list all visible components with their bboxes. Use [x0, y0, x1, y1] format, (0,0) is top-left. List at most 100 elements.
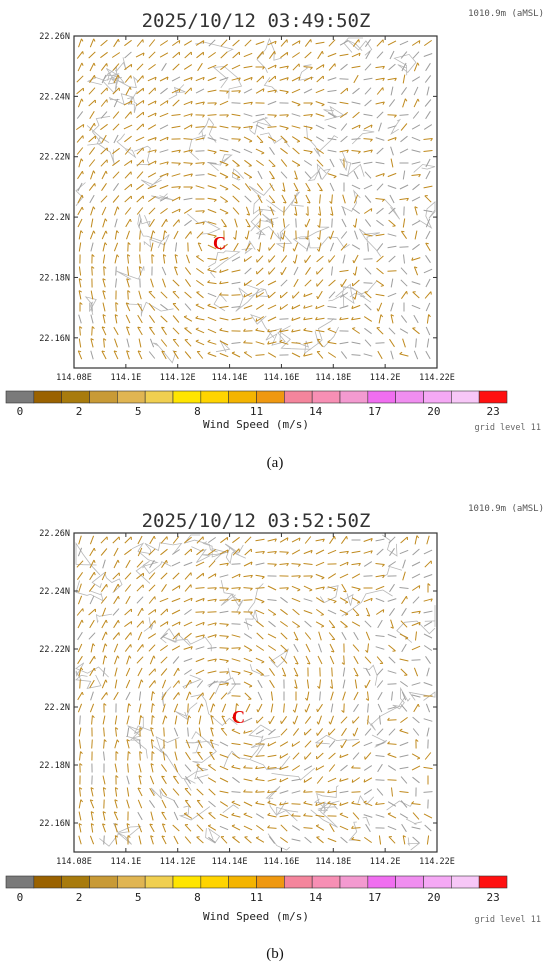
wind-barb [102, 290, 106, 300]
wind-barb [91, 266, 93, 276]
wind-barb [303, 815, 313, 817]
wind-barb-flag [296, 626, 300, 628]
wind-barb [185, 691, 191, 701]
wind-barb-flag [321, 51, 324, 55]
wind-barb-flag [339, 316, 342, 321]
wind-barb [148, 291, 156, 299]
wind-barb [161, 691, 167, 701]
wind-barb [291, 113, 301, 117]
contour-line [187, 213, 221, 235]
wind-barb [315, 113, 325, 117]
wind-barb-flag [297, 589, 301, 592]
wind-barb [291, 537, 301, 543]
wind-barb-flag [238, 599, 241, 603]
wind-barb [184, 608, 192, 616]
wind-barb [196, 51, 204, 59]
wind-barb [101, 74, 107, 84]
wind-barb [268, 159, 276, 167]
wind-barb-flag [273, 563, 277, 567]
wind-barb [113, 595, 119, 605]
wind-barb [220, 196, 228, 202]
wind-barb [364, 327, 372, 335]
contour-line [178, 805, 211, 821]
wind-barb [400, 291, 408, 299]
wind-barb [364, 171, 372, 179]
wind-barb-flag [224, 201, 228, 203]
wind-barb [351, 573, 361, 579]
wind-barb [341, 727, 347, 737]
wind-barb [112, 159, 120, 167]
wind-barb [77, 62, 83, 72]
wind-barb [255, 778, 265, 782]
wind-barb-flag [294, 638, 299, 641]
wind-barb-flag [243, 812, 247, 815]
wind-barb [124, 620, 132, 628]
wind-barb-flag [375, 801, 378, 805]
contour-line [386, 800, 414, 811]
wind-barb [375, 635, 385, 637]
wind-barb [280, 836, 288, 844]
contour-line [168, 84, 186, 100]
wind-barb [111, 52, 121, 58]
wind-barb [89, 703, 95, 713]
wind-barb-flag [94, 75, 96, 79]
wind-barb-flag [291, 329, 294, 333]
wind-barb [136, 99, 144, 107]
wind-barb [291, 597, 301, 603]
wind-barb [172, 572, 180, 580]
wind-barb [102, 559, 106, 569]
wind-barb [159, 100, 169, 106]
wind-barb [232, 183, 240, 191]
wind-barb-flag [93, 38, 96, 42]
wind-barb [101, 631, 107, 641]
wind-barb [353, 254, 359, 264]
colorbar-title: Wind Speed (m/s) [203, 418, 309, 431]
wind-barb [174, 242, 178, 252]
wind-barb [424, 75, 432, 83]
wind-barb-flag [154, 149, 157, 153]
wind-barb [123, 100, 133, 106]
wind-barb [267, 754, 277, 758]
wind-barb [351, 341, 361, 345]
wind-barb [127, 751, 129, 761]
wind-barb [172, 219, 180, 227]
wind-barb [412, 836, 420, 844]
contour-line [127, 90, 138, 114]
wind-barb-flag [406, 198, 409, 202]
wind-barb [195, 162, 205, 164]
wind-barb [100, 692, 108, 700]
wind-barb [126, 739, 130, 749]
wind-barb [257, 679, 263, 689]
wind-barb [148, 800, 156, 808]
colorbar-title: Wind Speed (m/s) [203, 910, 309, 923]
wind-barb [390, 86, 394, 96]
wind-barb [231, 148, 241, 154]
colorbar-tick-label: 23 [486, 891, 499, 904]
contour-line [298, 236, 350, 249]
wind-map-panel-b: 2025/10/12 03:52:50Z 1010.9m (aMSL) 114.… [5, 504, 544, 925]
wind-barb-flag [310, 76, 313, 80]
wind-barb [243, 125, 253, 129]
wind-barb [102, 314, 106, 324]
x-tick-label: 114.08E [56, 373, 92, 383]
y-tick-label: 22.26N [39, 529, 70, 539]
wind-barb [339, 790, 349, 794]
wind-barb-flag [317, 685, 320, 689]
wind-barb [303, 160, 313, 166]
wind-barb-flag [126, 823, 130, 826]
wind-barb [425, 158, 431, 168]
wind-barb [279, 766, 289, 770]
wind-barb [195, 221, 205, 225]
wind-barb-flag [225, 647, 229, 651]
wind-barb [148, 315, 156, 323]
wind-barb [292, 608, 300, 616]
wind-barb-flag [294, 177, 298, 180]
wind-barb [303, 791, 313, 793]
wind-barb [147, 184, 157, 190]
wind-barb [303, 353, 313, 357]
wind-barb [148, 572, 156, 580]
wind-barb [377, 763, 383, 773]
wind-barb [423, 124, 433, 130]
wind-barb [330, 206, 334, 216]
wind-barb-flag [246, 213, 250, 216]
